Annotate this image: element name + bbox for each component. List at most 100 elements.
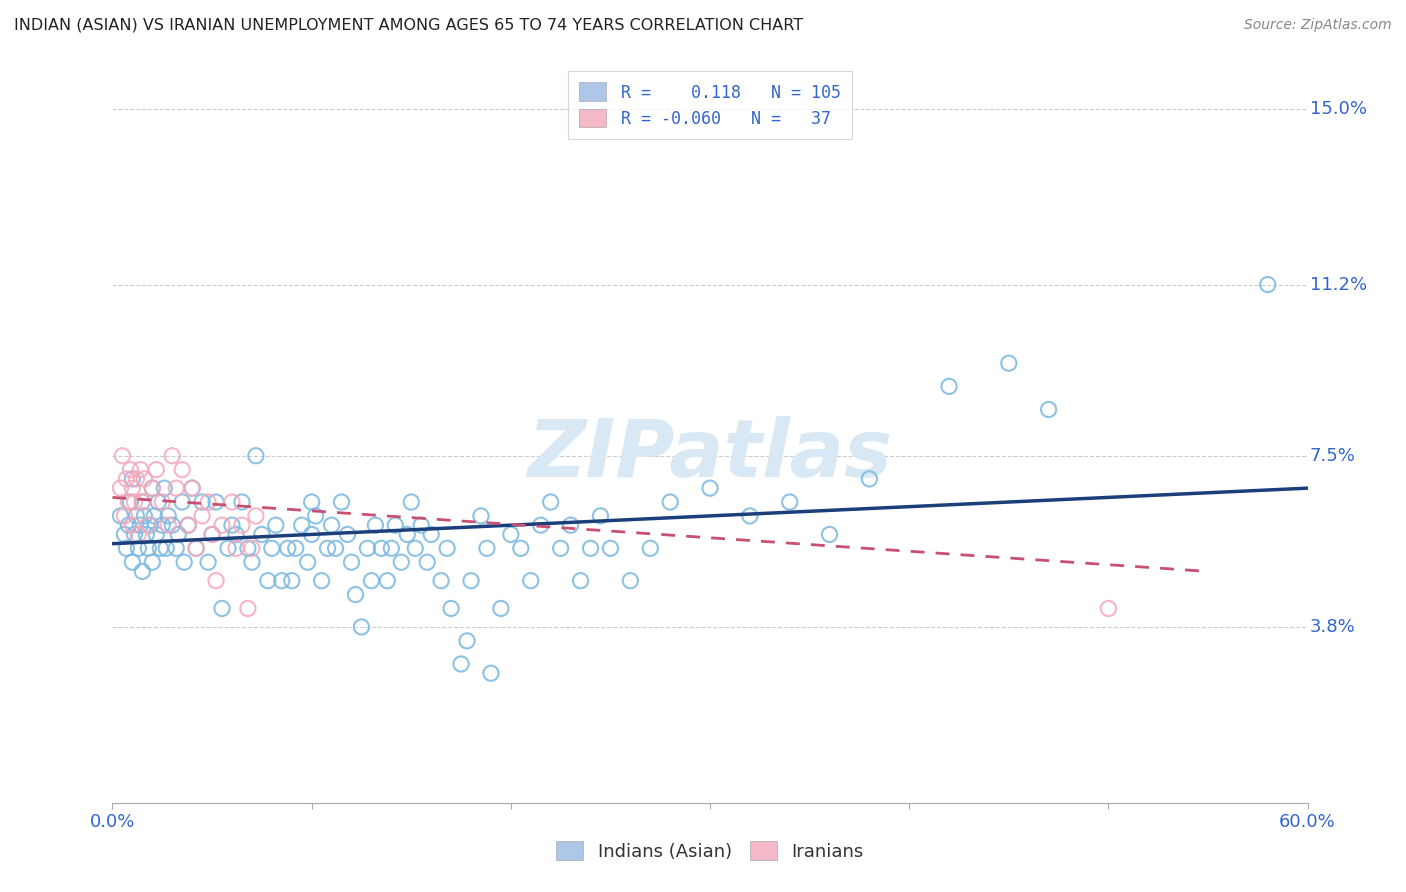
Point	[162, 518, 183, 533]
Point	[245, 508, 267, 523]
Point	[370, 541, 392, 556]
Point	[344, 588, 367, 602]
Point	[404, 541, 426, 556]
Point	[134, 472, 156, 486]
Point	[260, 541, 283, 556]
Point	[305, 508, 328, 523]
Point	[436, 541, 458, 556]
Point	[330, 495, 353, 509]
Point	[177, 518, 200, 533]
Point	[340, 555, 363, 569]
Point	[479, 666, 502, 681]
Point	[201, 527, 224, 541]
Point	[236, 601, 259, 615]
Point	[589, 508, 612, 523]
Point	[217, 541, 239, 556]
Point	[157, 508, 180, 523]
Point	[201, 527, 224, 541]
Point	[120, 495, 142, 509]
Point	[420, 527, 443, 541]
Point	[530, 518, 553, 533]
Point	[111, 449, 134, 463]
Point	[236, 541, 259, 556]
Text: 15.0%: 15.0%	[1310, 100, 1367, 118]
Point	[301, 527, 323, 541]
Point	[173, 555, 195, 569]
Point	[221, 495, 243, 509]
Text: INDIAN (ASIAN) VS IRANIAN UNEMPLOYMENT AMONG AGES 65 TO 74 YEARS CORRELATION CHA: INDIAN (ASIAN) VS IRANIAN UNEMPLOYMENT A…	[14, 18, 803, 33]
Point	[356, 541, 378, 556]
Point	[281, 574, 304, 588]
Point	[135, 527, 157, 541]
Text: 11.2%: 11.2%	[1310, 276, 1367, 293]
Point	[389, 555, 412, 569]
Point	[245, 449, 267, 463]
Point	[127, 541, 149, 556]
Point	[257, 574, 280, 588]
Point	[124, 495, 146, 509]
Point	[181, 481, 204, 495]
Point	[250, 527, 273, 541]
Point	[456, 633, 478, 648]
Point	[560, 518, 582, 533]
Point	[165, 541, 187, 556]
Point	[197, 495, 219, 509]
Point	[301, 495, 323, 509]
Point	[153, 481, 176, 495]
Point	[121, 555, 143, 569]
Point	[141, 555, 163, 569]
Point	[240, 541, 263, 556]
Point	[470, 508, 492, 523]
Text: Source: ZipAtlas.com: Source: ZipAtlas.com	[1244, 18, 1392, 32]
Point	[225, 541, 247, 556]
Point	[998, 356, 1021, 370]
Point	[157, 518, 180, 533]
Point	[197, 555, 219, 569]
Point	[131, 495, 153, 509]
Point	[364, 518, 387, 533]
Point	[619, 574, 641, 588]
Point	[186, 541, 208, 556]
Point	[155, 541, 177, 556]
Point	[211, 518, 233, 533]
Point	[114, 508, 135, 523]
Point	[145, 527, 167, 541]
Point	[131, 495, 153, 509]
Point	[540, 495, 562, 509]
Point	[110, 481, 132, 495]
Point	[264, 518, 287, 533]
Point	[380, 541, 402, 556]
Point	[599, 541, 621, 556]
Point	[205, 495, 228, 509]
Point	[284, 541, 307, 556]
Point	[325, 541, 347, 556]
Point	[277, 541, 299, 556]
Point	[938, 379, 960, 393]
Point	[165, 481, 187, 495]
Point	[659, 495, 682, 509]
Point	[141, 481, 163, 495]
Point	[131, 565, 153, 579]
Point	[121, 518, 143, 533]
Point	[475, 541, 498, 556]
Point	[384, 518, 406, 533]
Point	[550, 541, 572, 556]
Point	[450, 657, 472, 671]
Point	[336, 527, 359, 541]
Point	[141, 481, 163, 495]
Point	[139, 518, 162, 533]
Point	[191, 495, 214, 509]
Point	[699, 481, 721, 495]
Point	[181, 481, 204, 495]
Text: 7.5%: 7.5%	[1310, 447, 1355, 465]
Point	[321, 518, 343, 533]
Point	[110, 508, 132, 523]
Point	[115, 541, 138, 556]
Point	[1097, 601, 1119, 615]
Point	[124, 527, 146, 541]
Point	[499, 527, 522, 541]
Point	[162, 449, 183, 463]
Point	[440, 601, 463, 615]
Point	[411, 518, 433, 533]
Point	[401, 495, 423, 509]
